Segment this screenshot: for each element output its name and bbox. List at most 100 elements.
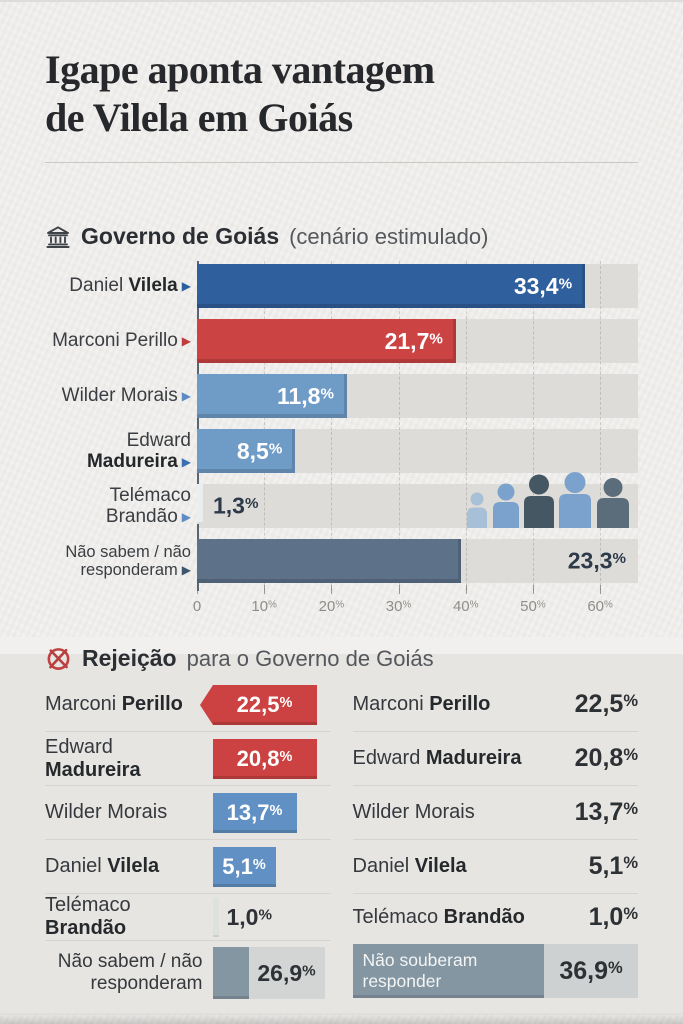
headline-divider — [45, 162, 638, 163]
bar: 11,8% — [197, 374, 347, 418]
rejection-subtitle: para o Governo de Goiás — [186, 645, 434, 671]
masthead: Igape aponta vantagem de Vilela em Goiás — [0, 2, 683, 142]
pointer-arrow-icon: ▶ — [181, 455, 191, 469]
candidate-name-bold: Madureira — [86, 451, 178, 472]
candidate-name: Edward — [45, 735, 113, 758]
rejection-grid: Marconi Perillo 22,5% Edward Madureira 2… — [0, 672, 683, 1005]
tick-label-60: 60% — [587, 598, 613, 615]
rejection-row-daniel: Daniel Vilela 5,1% — [45, 840, 331, 894]
badge-value: 26,9% — [257, 959, 316, 986]
candidate-name: Telémaco — [352, 905, 444, 928]
bar-track: 1,3% — [197, 472, 638, 528]
tick-mark — [398, 585, 400, 594]
candidate-name: Telémaco Brandão — [105, 484, 191, 527]
bar-label: Não souberam responder — [362, 950, 478, 991]
people-silhouettes-icon — [467, 472, 629, 528]
gov-section-header: Governo de Goiás (cenário estimulado) — [0, 223, 683, 250]
tick-mark — [532, 585, 534, 594]
tick-mark — [197, 585, 198, 594]
candidate-name-bold: Vilela — [414, 855, 467, 877]
candidate-name: Marconi — [352, 693, 430, 715]
candidate-name: Edward — [126, 429, 191, 451]
badge-value: 13,7% — [226, 799, 283, 825]
rejection-row-nao-souberam: Não souberam responder 36,9% — [352, 944, 638, 998]
rejection-left-column: Marconi Perillo 22,5% Edward Madureira 2… — [45, 678, 331, 1005]
rejection-row-marconi: Marconi Perillo 22,5% — [352, 678, 638, 732]
rejection-row-daniel: Daniel Vilela 5,1% — [352, 840, 638, 894]
bar-track: 8,5% — [197, 429, 638, 473]
bar-track: 11,8% — [197, 374, 638, 418]
candidate-name: Não sabem / não — [65, 542, 191, 561]
candidate-label: Wilder Morais — [45, 801, 213, 824]
badge-zone: 22,5% — [199, 684, 331, 725]
bar-value: 23,3% — [567, 547, 626, 574]
candidate-label: Marconi Perillo ▶ — [45, 330, 191, 351]
tick-label-0: 0 — [192, 598, 202, 615]
candidate-name-bold: Madureira — [45, 758, 141, 781]
gov-section-subtitle: (cenário estimulado) — [289, 223, 489, 249]
badge-dark-segment — [212, 947, 249, 999]
candidate-label: Não sabem / não responderam — [45, 951, 213, 995]
rejection-value: 22,5% — [574, 690, 638, 718]
candidate-name: Daniel — [69, 275, 129, 297]
bar — [197, 539, 461, 583]
candidate-name-bold: Vilela — [128, 275, 178, 297]
value-badge: 20,8% — [212, 738, 317, 779]
tick-mark — [264, 585, 266, 594]
candidate-name-bold: Brandão — [45, 917, 127, 939]
pointer-arrow-icon: ▶ — [181, 389, 191, 404]
gov-chart-plot: Daniel Vilela ▶ 33,4% Marconi Perillo ▶ 21… — [45, 261, 638, 591]
candidate-name: Daniel — [352, 855, 415, 877]
bar-dark-segment: Não souberam responder — [352, 944, 544, 998]
bar: 21,7% — [197, 319, 456, 363]
badge-value: 5,1% — [222, 853, 266, 879]
tick-mark — [465, 585, 467, 594]
badge-zone: 13,7% — [212, 792, 331, 833]
candidate-label: Telémaco Brandão — [45, 894, 213, 940]
tick-label-40: 40% — [452, 598, 479, 615]
pointer-arrow-icon: ▶ — [181, 279, 191, 294]
rejection-row-wilder: Wilder Morais 13,7% — [352, 786, 638, 840]
candidate-label: Daniel Vilela — [353, 855, 589, 878]
candidate-label: Daniel Vilela ▶ — [45, 275, 191, 296]
bar-light-segment: 36,9% — [544, 944, 638, 998]
rejection-section-header: Rejeição para o Governo de Goiás — [0, 637, 683, 672]
candidate-label: Telémaco Brandão — [353, 906, 589, 929]
badge-zone: 26,9% — [212, 947, 331, 999]
candidate-label: Marconi Perillo — [45, 693, 213, 716]
pointer-arrow-icon: ▶ — [181, 510, 191, 524]
candidate-name: Marconi — [45, 693, 122, 715]
rejected-cross-circle-icon — [47, 648, 70, 670]
candidate-name: Wilder Morais — [352, 801, 475, 823]
rejection-row-edward: Edward Madureira 20,8% — [352, 732, 638, 786]
bar-value: 21,7% — [384, 327, 443, 354]
government-building-icon — [46, 225, 70, 248]
badge-zone: 5,1% — [212, 846, 331, 887]
rejection-value: 20,8% — [574, 744, 638, 772]
rejection-value: 13,7% — [574, 798, 638, 826]
value-badge: 22,5% — [199, 684, 317, 725]
page-title-line2: de Vilela em Goiás — [45, 95, 353, 140]
bar-value: 33,4% — [513, 272, 573, 299]
candidate-name: Wilder Morais — [45, 801, 168, 823]
candidate-name-line2: responderam — [80, 561, 178, 579]
bar-value: 11,8% — [276, 382, 334, 409]
badge-zone: 1,0% — [212, 897, 331, 937]
tick-label-20: 20% — [318, 598, 345, 615]
rejection-value: 1,0% — [588, 902, 638, 931]
candidate-label: Não sabem / não responderam ▶ — [45, 543, 191, 580]
candidate-label: Marconi Perillo — [353, 693, 575, 716]
badge-value: 20,8% — [236, 745, 293, 771]
gov-bar-chart: Daniel Vilela ▶ 33,4% Marconi Perillo ▶ 21… — [45, 261, 638, 623]
candidate-label: Telémaco Brandão ▶ — [45, 485, 191, 528]
tick-mark — [331, 585, 333, 594]
candidate-label: Edward Madureira — [353, 747, 575, 770]
bar-row-telemaco-brandao: Telémaco Brandão ▶ 1,3% — [45, 472, 638, 528]
bar: 8,5% — [197, 429, 296, 473]
candidate-label: Edward Madureira ▶ — [45, 430, 191, 473]
candidate-name: Daniel — [45, 855, 108, 877]
candidate-name: Telémaco — [45, 894, 131, 916]
value-badge: 5,1% — [212, 846, 276, 887]
page-title: Igape aponta vantagem de Vilela em Goiás — [45, 46, 638, 142]
